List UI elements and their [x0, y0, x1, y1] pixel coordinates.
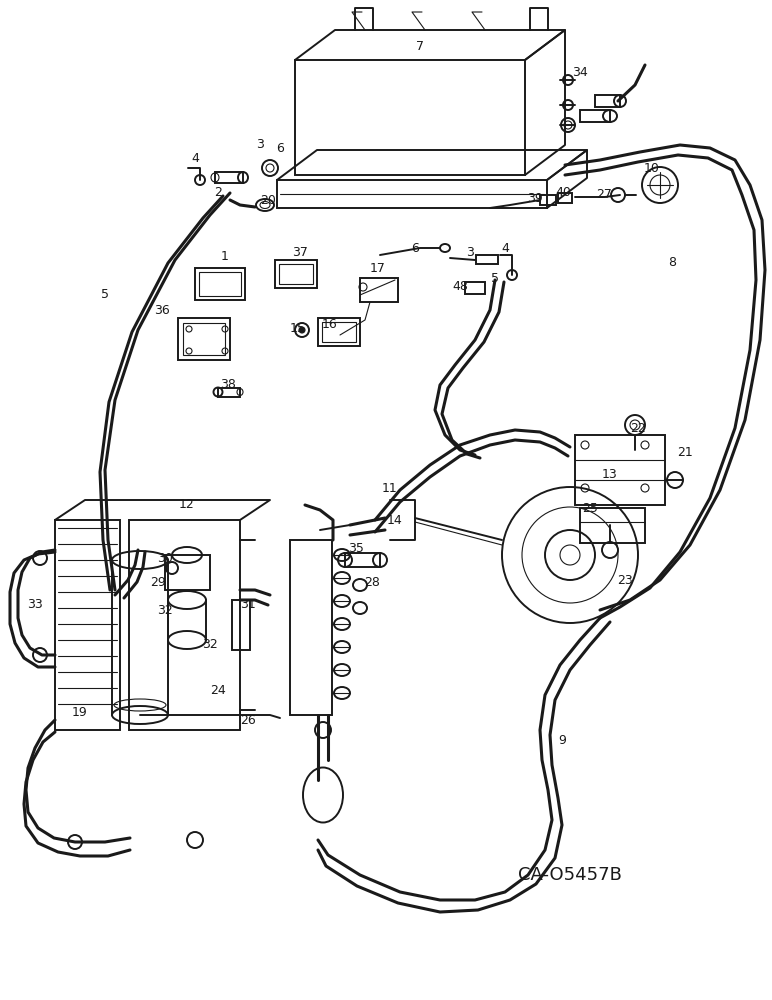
- Circle shape: [299, 327, 305, 333]
- Text: 29: 29: [150, 576, 166, 588]
- Text: 25: 25: [582, 502, 598, 514]
- Text: 6: 6: [411, 241, 419, 254]
- Text: 30: 30: [157, 552, 173, 564]
- Bar: [199, 272, 241, 296]
- Bar: [129, 520, 240, 730]
- Bar: [215, 172, 243, 183]
- Text: 16: 16: [322, 318, 338, 332]
- Text: 4: 4: [191, 151, 199, 164]
- Text: 4: 4: [501, 241, 509, 254]
- Text: 20: 20: [260, 194, 276, 207]
- Text: 24: 24: [210, 684, 226, 696]
- Text: 34: 34: [572, 66, 587, 79]
- Text: 12: 12: [179, 498, 195, 512]
- Bar: [232, 600, 250, 650]
- Text: 26: 26: [240, 714, 256, 726]
- Bar: [318, 318, 360, 346]
- Bar: [183, 323, 225, 355]
- Bar: [360, 278, 398, 302]
- Bar: [476, 255, 498, 264]
- Text: 21: 21: [677, 446, 693, 458]
- Text: 28: 28: [364, 576, 380, 588]
- Bar: [595, 95, 620, 107]
- Text: 7: 7: [416, 40, 424, 53]
- Text: 11: 11: [382, 482, 398, 494]
- Text: CA-O5457B: CA-O5457B: [518, 866, 622, 884]
- Text: 9: 9: [558, 734, 566, 746]
- Text: 39: 39: [527, 192, 543, 205]
- Bar: [55, 520, 120, 730]
- Text: 33: 33: [27, 598, 43, 611]
- Text: 17: 17: [370, 261, 386, 274]
- Text: 6: 6: [276, 141, 284, 154]
- Bar: [558, 193, 572, 203]
- Text: 3: 3: [466, 246, 474, 259]
- Text: 15: 15: [290, 322, 306, 334]
- Text: 27: 27: [596, 188, 612, 202]
- Text: 5: 5: [491, 271, 499, 284]
- Bar: [580, 508, 645, 543]
- Bar: [279, 264, 313, 284]
- Bar: [218, 388, 240, 397]
- Bar: [195, 268, 245, 300]
- Text: 40: 40: [555, 186, 571, 198]
- Bar: [275, 260, 317, 288]
- Text: 48: 48: [452, 279, 468, 292]
- Text: 13: 13: [602, 468, 618, 482]
- Text: 10: 10: [644, 161, 660, 174]
- Text: 8: 8: [668, 256, 676, 269]
- Bar: [277, 180, 547, 208]
- Text: 3: 3: [256, 138, 264, 151]
- Text: 2: 2: [214, 186, 222, 198]
- Bar: [575, 435, 665, 505]
- Text: 1: 1: [221, 249, 229, 262]
- Bar: [322, 322, 356, 342]
- Text: 32: 32: [157, 603, 173, 616]
- Text: 37: 37: [292, 246, 308, 259]
- Text: 32: 32: [202, 639, 218, 652]
- Bar: [290, 540, 332, 715]
- Bar: [295, 60, 525, 175]
- Text: 22: 22: [630, 422, 646, 434]
- Bar: [178, 318, 230, 360]
- Bar: [580, 110, 610, 122]
- Text: 38: 38: [220, 378, 236, 391]
- Bar: [540, 195, 556, 205]
- Text: 5: 5: [101, 288, 109, 302]
- Text: 23: 23: [617, 574, 633, 586]
- Text: 14: 14: [387, 514, 403, 526]
- Text: 19: 19: [72, 706, 88, 718]
- Bar: [465, 282, 485, 294]
- Text: 35: 35: [348, 542, 364, 554]
- Bar: [165, 555, 210, 590]
- Bar: [345, 553, 380, 567]
- Text: 36: 36: [154, 304, 170, 316]
- Text: 31: 31: [240, 598, 256, 611]
